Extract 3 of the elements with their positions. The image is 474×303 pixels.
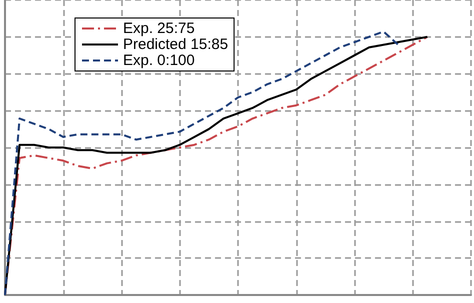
legend-label: Exp. 25:75 bbox=[123, 20, 195, 37]
legend-label: Exp. 0:100 bbox=[123, 52, 195, 69]
legend-label: Predicted 15:85 bbox=[123, 36, 228, 53]
